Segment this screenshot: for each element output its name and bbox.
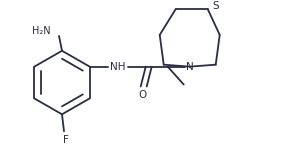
Text: N: N [186, 62, 194, 72]
Text: S: S [213, 1, 219, 11]
Text: H₂N: H₂N [32, 26, 51, 36]
Text: O: O [139, 91, 147, 100]
Text: F: F [63, 135, 69, 145]
Text: NH: NH [110, 62, 126, 72]
